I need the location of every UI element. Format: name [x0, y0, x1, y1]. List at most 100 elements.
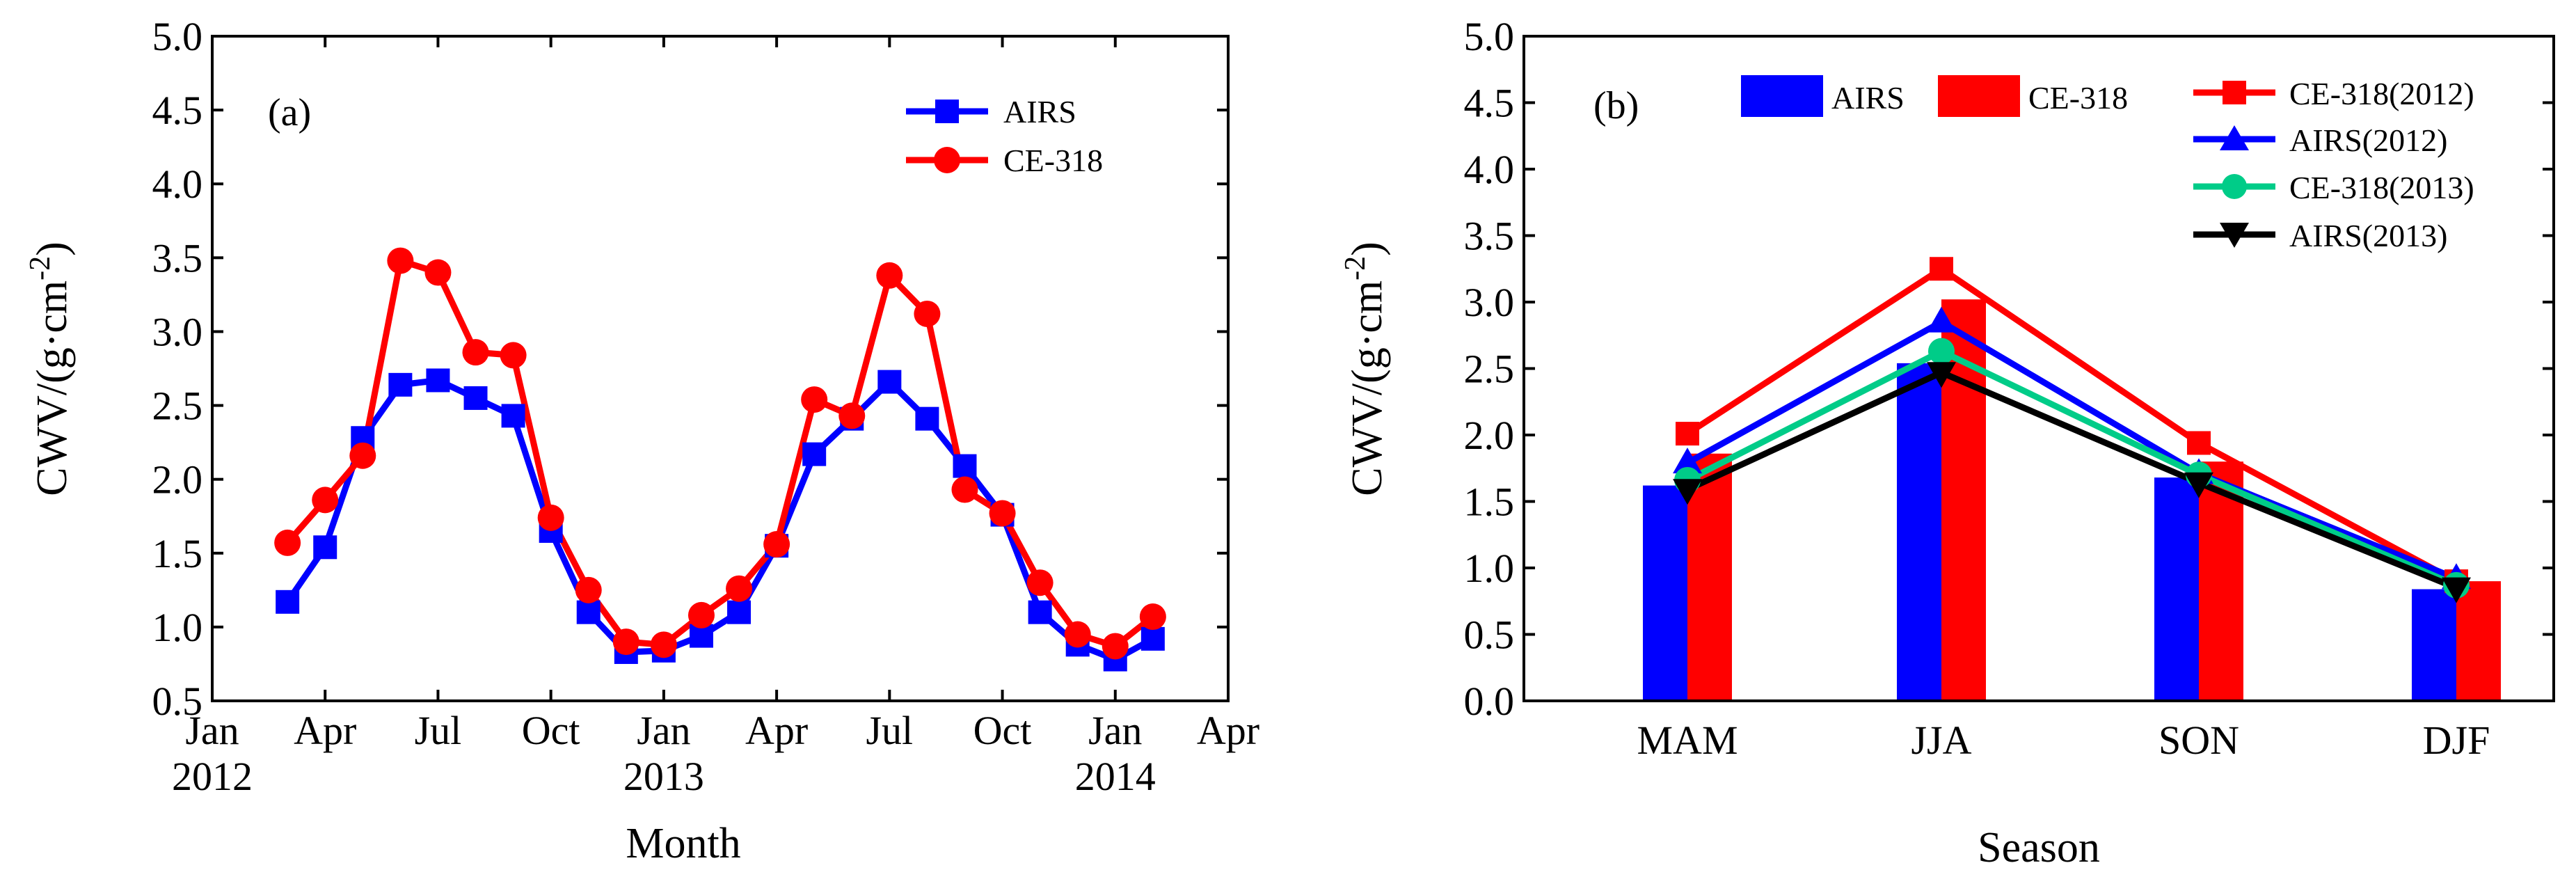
panel-a-ylabel-close: )	[29, 242, 76, 256]
data-point	[914, 300, 941, 327]
legend-ce318-2013-label: CE-318(2013)	[2289, 170, 2474, 205]
panel-b-bar-chart: 0.0 0.5 1.0 1.5 2.0 2.5 3.0 3.5 4.0 4.5 5.0 MAM JJA S…	[1339, 14, 2555, 871]
data-point	[989, 500, 1016, 527]
y-tick-label: 3.5	[152, 235, 203, 280]
data-point	[2184, 472, 2213, 498]
panel-a-tag: (a)	[268, 91, 311, 134]
y-tick-label: 5.0	[152, 14, 203, 59]
data-point	[462, 339, 489, 366]
x-tick-label: Oct	[522, 708, 580, 753]
bar	[1643, 485, 1687, 701]
data-point	[1673, 448, 1702, 474]
data-point	[501, 404, 525, 428]
y-tick-label: 2.5	[152, 383, 203, 429]
panel-a-ylabel-sup: -2	[24, 256, 56, 280]
legend-ce318-bar-swatch	[1938, 75, 2020, 117]
data-point	[876, 262, 903, 289]
panel-b-line-legend: CE-318(2012) AIRS(2012) CE-318(2013) AIR…	[2193, 76, 2474, 253]
panel-a-ylabel: CWV/(g·cm-2)	[24, 242, 76, 496]
data-point	[1064, 621, 1091, 648]
panel-b-bar-legend: AIRS CE-318	[1741, 75, 2128, 117]
y-tick-label: 0.5	[152, 679, 203, 724]
data-point	[1026, 569, 1054, 596]
panel-b-ylabel-main: CWV/(g·cm	[1344, 280, 1391, 496]
panel-b-ticks: 0.0 0.5 1.0 1.5 2.0 2.5 3.0 3.5 4.0 4.5 5.0 MAM JJA S…	[1464, 14, 2554, 763]
legend-ce318-2013-marker	[2222, 174, 2247, 199]
data-point	[463, 386, 488, 410]
data-point	[500, 342, 527, 369]
data-point	[2187, 431, 2211, 455]
legend-airs-2013-marker	[2220, 223, 2249, 248]
data-point	[576, 600, 601, 624]
y-tick-label: 1.0	[152, 605, 203, 650]
bar	[1687, 453, 1732, 701]
series-line	[1685, 319, 2458, 582]
x-tick-label: SON	[2158, 718, 2239, 763]
legend-airs-2013-label: AIRS(2013)	[2289, 218, 2447, 253]
data-point	[1102, 633, 1129, 660]
panel-a-legend: AIRS CE-318	[906, 94, 1103, 178]
data-point	[349, 442, 376, 469]
x-tick-label: Jan	[1088, 708, 1142, 753]
panel-b-tag: (b)	[1593, 84, 1639, 127]
y-tick-label: 5.0	[1464, 14, 1515, 59]
data-point	[1676, 422, 1699, 446]
x-tick-year-label: 2013	[623, 754, 704, 799]
bar	[2154, 477, 2199, 701]
legend-ce318-2012-label: CE-318(2012)	[2289, 76, 2474, 111]
data-point	[1930, 257, 1953, 281]
x-tick-label: MAM	[1637, 718, 1738, 763]
y-tick-label: 0.5	[1464, 612, 1515, 658]
data-point	[1673, 479, 1702, 505]
data-point	[312, 486, 339, 514]
panel-b-ylabel-sup: -2	[1339, 256, 1372, 280]
panel-a-xlabel: Month	[626, 820, 740, 867]
panel-b-series	[1673, 257, 2471, 603]
x-tick-label: JJA	[1911, 718, 1971, 763]
x-tick-year-label: 2012	[172, 754, 253, 799]
legend-airs-label: AIRS	[1003, 94, 1076, 129]
x-tick-label: Jan	[185, 708, 239, 753]
panel-b-ylabel: CWV/(g·cm-2)	[1339, 242, 1391, 496]
bar	[1897, 363, 1941, 701]
data-point	[424, 259, 452, 286]
data-point	[1927, 362, 1956, 388]
panel-a-frame	[211, 35, 1230, 702]
y-tick-label: 0.0	[1464, 679, 1515, 724]
panel-a-ylabel-main: CWV/(g·cm	[29, 280, 76, 496]
data-point	[1028, 600, 1052, 624]
data-point	[915, 406, 939, 431]
y-tick-label: 2.0	[1464, 413, 1515, 458]
series-line	[1685, 348, 2458, 588]
data-point	[274, 529, 301, 556]
legend-airs-bar-swatch	[1741, 75, 1823, 117]
panel-b-ylabel-close: )	[1344, 242, 1391, 256]
x-tick-label: Jul	[866, 708, 913, 753]
panel-a-line-chart: 0.51.01.52.02.53.03.54.04.55.0Jan2012Apr…	[24, 14, 1259, 867]
y-tick-label: 2.0	[152, 457, 203, 503]
data-point	[727, 600, 752, 624]
series-line	[1685, 265, 2458, 585]
legend-airs-2012-marker	[2220, 125, 2249, 150]
data-point	[276, 590, 300, 614]
data-point	[953, 454, 977, 478]
x-tick-label: DJF	[2423, 718, 2490, 763]
y-tick-label: 1.0	[1464, 546, 1515, 591]
data-point	[802, 442, 827, 466]
y-tick-label: 3.0	[1464, 280, 1515, 325]
legend-ce318-bar-label: CE-318	[2028, 80, 2128, 116]
panel-b-frame	[1522, 35, 2555, 702]
x-tick-label: Apr	[1197, 708, 1259, 753]
legend-ce318-label: CE-318	[1003, 143, 1103, 178]
data-point	[313, 535, 337, 560]
legend-ce318-2012-marker	[2223, 81, 2246, 104]
data-point	[838, 402, 866, 429]
legend-airs-marker	[935, 100, 959, 123]
data-point	[1139, 603, 1166, 631]
y-tick-label: 3.5	[1464, 214, 1515, 259]
data-point	[650, 631, 677, 658]
x-tick-label: Jul	[415, 708, 462, 753]
data-point	[2442, 577, 2471, 603]
panel-a-ticks: 0.51.01.52.02.53.03.54.04.55.0Jan2012Apr…	[152, 14, 1260, 799]
